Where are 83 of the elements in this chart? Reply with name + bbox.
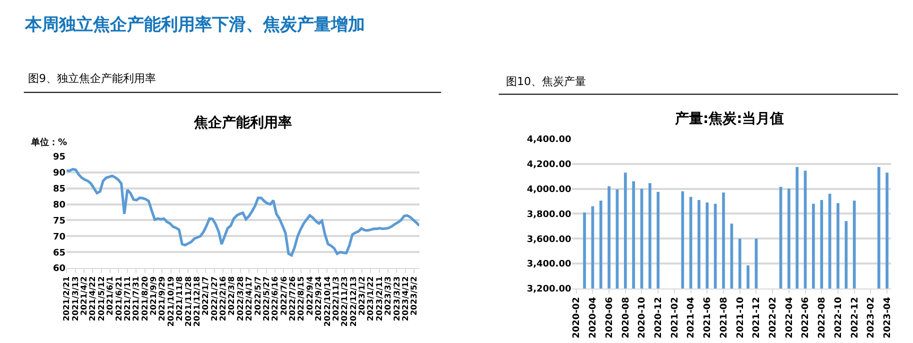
y-tick-label: 80: [53, 200, 66, 210]
x-tick-label: 2023/1/22: [366, 276, 376, 322]
x-tick-label: 2022/7/26: [288, 276, 298, 322]
y-axis-title: 单位：%: [30, 137, 68, 148]
y-tick-label: 4,400.00: [526, 135, 572, 146]
x-tick-label: 2022/1/7: [201, 276, 210, 316]
caption: 图9、独立焦企产能利用率: [28, 72, 156, 85]
x-tick-label: 2022/9/24: [314, 276, 324, 322]
x-tick-label: 2022/10/14: [322, 276, 332, 327]
x-tick-label: 2020-10: [638, 297, 648, 338]
x-tick-label: 2021-10: [736, 297, 746, 338]
x-tick-label: 2023/3/3: [384, 276, 393, 316]
line-series: [66, 168, 420, 257]
x-tick-label: 2021/2/21: [62, 276, 72, 322]
x-tick-label: 2022/5/7: [253, 276, 262, 316]
x-tick-label: 2023/1/2: [358, 276, 367, 316]
x-tick-label: 2023/4/12: [400, 276, 410, 322]
x-tick-label: 2023/3/23: [392, 276, 402, 322]
x-tick-label: 2021/5/12: [96, 276, 106, 322]
y-tick-label: 3,600.00: [526, 234, 572, 245]
y-tick-label: 4,000.00: [526, 184, 572, 195]
x-tick-label: 2021/7/31: [132, 276, 141, 322]
x-tick-label: 2021/9/9: [149, 276, 158, 316]
y-tick-label: 70: [53, 232, 66, 242]
x-tick-label: 2020-06: [604, 297, 615, 338]
x-tick-label: 2022/11/3: [331, 276, 340, 322]
x-tick-label: 2023/5/2: [410, 276, 419, 316]
x-tick-label: 2022/7/6: [279, 276, 288, 316]
x-tick-label: 2022/6/16: [270, 276, 280, 322]
x-tick-label: 2022-10: [834, 297, 844, 338]
x-tick-label: 2023-02: [866, 297, 877, 338]
x-tick-label: 2023/2/11: [374, 276, 384, 322]
x-tick-label: 2021/6/21: [114, 276, 124, 322]
chart-title: 焦企产能利用率: [193, 114, 292, 131]
y-tick-label: 60: [53, 264, 66, 274]
x-tick-label: 2022/4/17: [244, 276, 254, 322]
y-tick-label: 75: [53, 216, 66, 226]
x-tick-label: 2022/3/28: [236, 276, 245, 322]
y-tick-label: 65: [53, 248, 66, 258]
x-tick-label: 2021-06: [703, 297, 714, 338]
x-tick-label: 2022-08: [818, 297, 828, 338]
y-tick-label: 95: [53, 152, 66, 163]
x-tick-label: 2021/9/29: [158, 276, 167, 322]
x-tick-label: 2022/12/13: [348, 276, 358, 327]
x-tick-label: 2022/8/15: [296, 276, 306, 322]
x-tick-label: 2022/3/8: [227, 276, 236, 316]
x-tick-label: 2020-08: [621, 297, 632, 338]
x-tick-label: 2021/8/20: [140, 276, 150, 322]
x-tick-label: 2021/10/19: [166, 276, 176, 327]
x-tick-label: 2022/5/27: [262, 276, 271, 322]
x-tick-label: 2022/2/16: [218, 276, 228, 322]
y-tick-label: 4,200.00: [526, 160, 572, 170]
y-tick-label: 3,400.00: [526, 260, 572, 270]
y-tick-label: 90: [53, 168, 66, 179]
x-tick-label: 2020-04: [588, 297, 599, 338]
x-tick-label: 2022/1/27: [210, 276, 219, 322]
x-tick-label: 2021/6/1: [106, 276, 115, 316]
caption: 图10、焦炭产量: [506, 75, 586, 88]
x-tick-label: 2021/4/2: [80, 276, 89, 316]
chart-title: 产量:焦炭:当月值: [674, 110, 784, 127]
x-tick-label: 2022/9/4: [305, 276, 314, 316]
y-tick-label: 3,200.00: [526, 284, 572, 295]
x-tick-label: 2022-06: [801, 297, 812, 338]
x-tick-label: 2022/11/23: [340, 276, 350, 327]
x-tick-label: 2021-02: [670, 297, 680, 338]
x-tick-label: 2021/4/22: [88, 276, 98, 322]
x-tick-label: 2020-12: [654, 297, 664, 338]
x-tick-label: 2021/11/8: [175, 276, 184, 322]
y-tick-label: 85: [53, 184, 66, 194]
x-tick-label: 2021/3/13: [70, 276, 80, 322]
x-tick-label: 2022-02: [768, 297, 778, 338]
x-tick-label: 2021-04: [686, 297, 697, 338]
text: 本周独立焦企产能利用率下滑、焦炭产量增加: [24, 15, 365, 35]
x-tick-label: 2021-12: [752, 297, 762, 338]
x-tick-label: 2021/11/28: [184, 276, 193, 327]
x-tick-label: 2020-02: [572, 297, 582, 338]
x-tick-label: 2022-12: [850, 297, 860, 338]
y-tick-label: 3,800.00: [526, 210, 572, 220]
x-tick-label: 2021/12/18: [192, 276, 202, 327]
x-tick-label: 2021-08: [719, 297, 730, 338]
x-tick-label: 2023-04: [882, 297, 893, 338]
x-tick-label: 2021/7/11: [122, 276, 132, 322]
x-tick-label: 2022-04: [784, 297, 795, 338]
